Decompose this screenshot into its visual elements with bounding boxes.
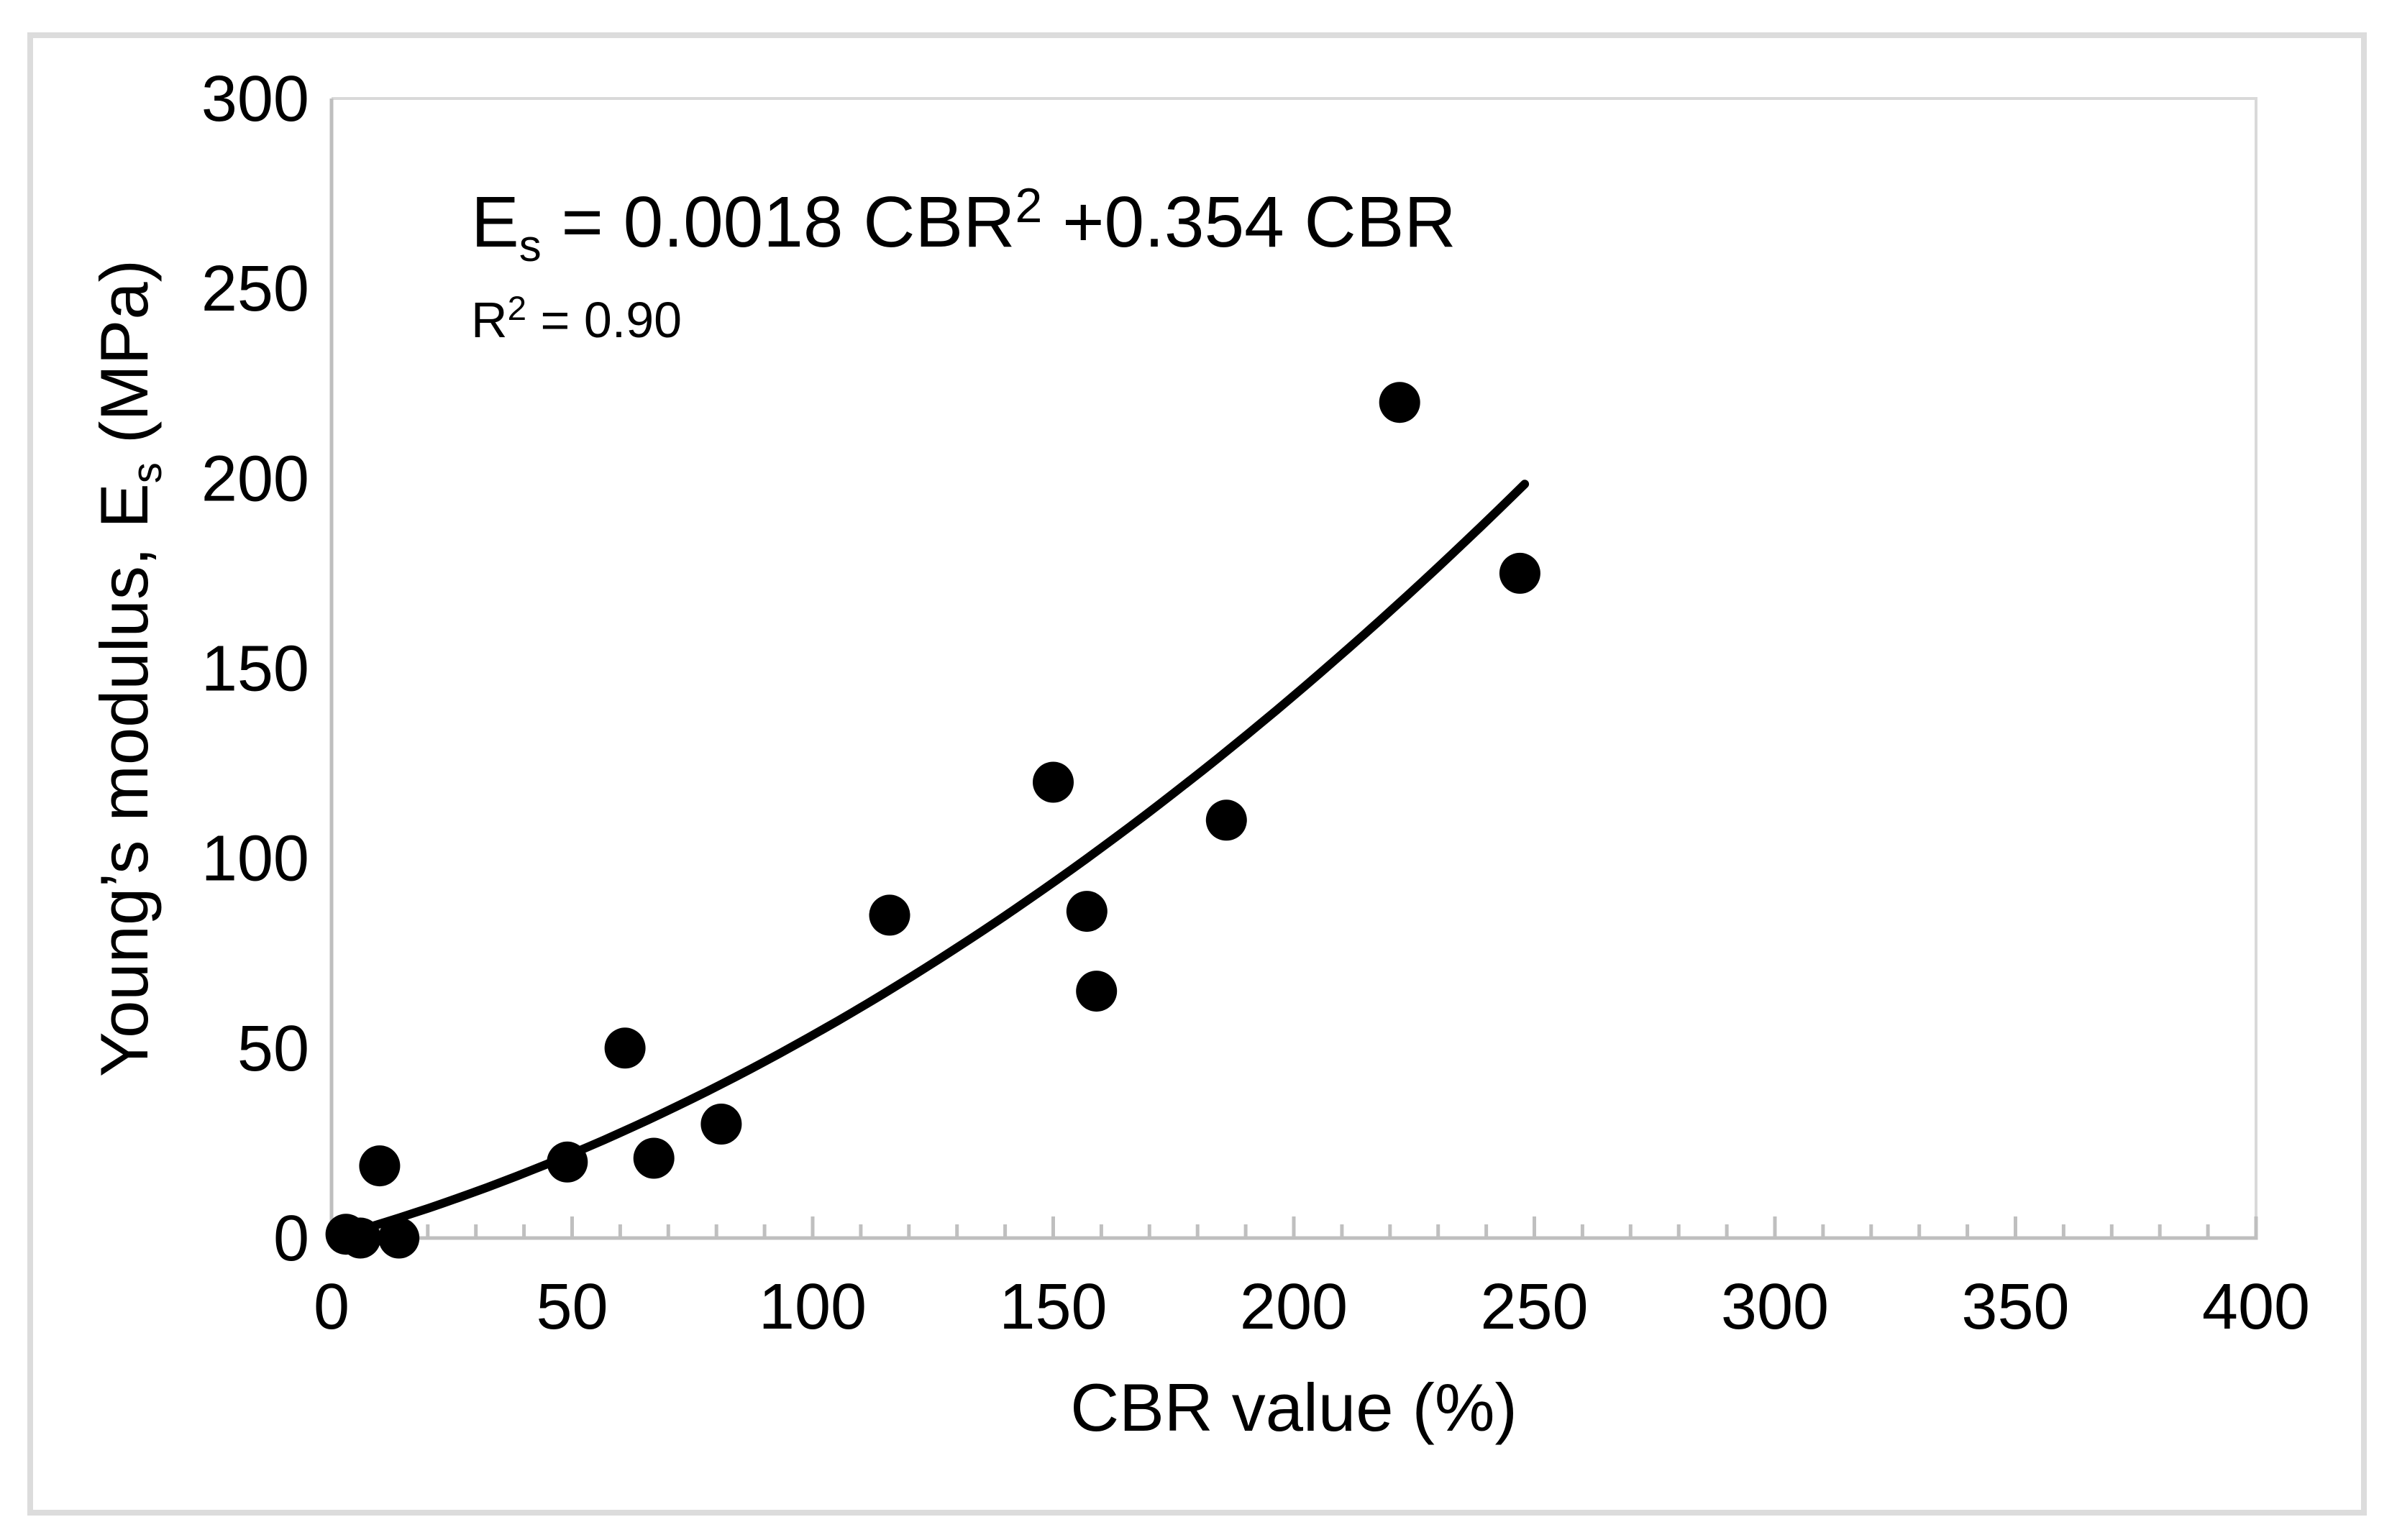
data-point <box>869 894 910 936</box>
figure-border <box>27 32 2367 1516</box>
x-tick-label: 100 <box>759 1271 867 1343</box>
data-point <box>1033 761 1074 803</box>
x-tick-label: 50 <box>536 1271 608 1343</box>
x-tick-label: 250 <box>1480 1271 1588 1343</box>
data-point <box>378 1217 420 1259</box>
data-point <box>1066 891 1108 932</box>
data-point <box>339 1217 381 1259</box>
y-tick-label: 150 <box>201 633 309 705</box>
data-point <box>547 1141 588 1183</box>
equation-annotation: Es = 0.0018 CBR2 +0.354 CBR <box>471 178 1456 271</box>
data-point <box>1499 552 1540 594</box>
data-point <box>633 1137 675 1179</box>
y-tick-labels: 0 50 100 150 200 250 300 <box>201 63 309 1275</box>
y-tick-label: 0 <box>273 1203 309 1275</box>
x-tick-label: 350 <box>1961 1271 2069 1343</box>
x-tick-label: 200 <box>1240 1271 1348 1343</box>
data-point <box>1379 382 1420 423</box>
data-point <box>604 1027 646 1069</box>
y-tick-label: 300 <box>201 63 309 135</box>
x-tick-label: 400 <box>2202 1271 2310 1343</box>
data-point <box>1076 971 1118 1012</box>
y-tick-label: 200 <box>201 443 309 515</box>
data-point <box>359 1145 401 1187</box>
y-axis-title: Young’s modulus, Es (MPa) <box>86 260 170 1077</box>
trendline-curve <box>351 480 1530 1236</box>
x-tick-labels: 0 50 100 150 200 250 300 350 400 <box>314 1271 2310 1343</box>
data-point <box>700 1104 742 1145</box>
x-tick-label: 0 <box>314 1271 350 1343</box>
data-point <box>1205 799 1247 841</box>
data-points <box>325 382 1540 1259</box>
plot-frame <box>332 97 2257 1238</box>
y-tick-label: 50 <box>237 1013 309 1085</box>
r-squared-annotation: R2 = 0.90 <box>471 290 682 348</box>
x-axis-title: CBR value (%) <box>1070 1370 1517 1445</box>
x-tick-label: 300 <box>1721 1271 1829 1343</box>
y-tick-label: 250 <box>201 253 309 325</box>
x-axis-ticks <box>329 1216 2258 1238</box>
y-tick-label: 100 <box>201 823 309 895</box>
x-tick-label: 150 <box>999 1271 1107 1343</box>
